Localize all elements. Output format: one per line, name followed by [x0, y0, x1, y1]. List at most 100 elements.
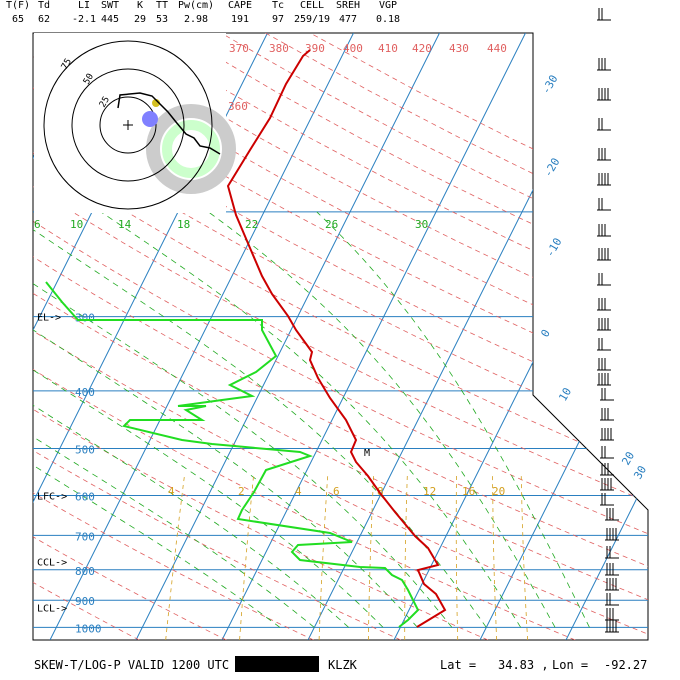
dry-adiabat [33, 33, 401, 640]
index-value: 259/19 [293, 14, 331, 25]
wind-barb [597, 58, 611, 71]
index-header: T(F) 65 Td 62 LI -2.1 SWT 445 K 29 TT 53 Pw(cm) 2.98 C… [0, 0, 680, 34]
level-marker: LFC-> [37, 492, 67, 503]
index-value: -2.1 [71, 14, 97, 25]
isotherm [652, 33, 680, 640]
index-label: CAPE [227, 0, 253, 11]
mixing-ratio-line [318, 473, 329, 640]
wind-barb [597, 198, 611, 211]
temperature-label: -20 [541, 156, 562, 180]
pressure-label: 1000 [75, 622, 102, 635]
isotherm [135, 33, 440, 640]
mixing-ratio-label: 6 [333, 485, 340, 498]
temperature-label: 10 [556, 386, 574, 404]
lat-label: Lat = [440, 658, 477, 672]
theta-label: 360 [228, 100, 248, 113]
wind-barb [597, 273, 611, 286]
temperature-label: -30 [539, 73, 560, 97]
wind-barb [605, 528, 619, 541]
wind-barb [600, 408, 614, 421]
index-6: Pw(cm) 2.98 [172, 0, 220, 26]
index-value: 53 [155, 14, 169, 25]
index-label: SWT [100, 0, 120, 11]
storm-motion-dot [142, 111, 158, 127]
dry-adiabat [42, 33, 648, 640]
dry-adiabat [33, 33, 648, 640]
dewpoint-trace [45, 281, 420, 628]
storm-motion-ring [146, 104, 236, 194]
index-value: 2.98 [183, 14, 209, 25]
index-value: 65 [11, 14, 25, 25]
mixing-ratio-line [368, 473, 375, 640]
pressure-label: 900 [75, 595, 95, 608]
index-8: Tc 97 [254, 0, 302, 26]
wind-barb [597, 358, 611, 371]
index-label: LI [77, 0, 91, 11]
index-value: 477 [338, 14, 358, 25]
hodograph-ring [99, 96, 157, 154]
index-value: 445 [100, 14, 120, 25]
parcel-marker: M [364, 448, 370, 459]
wind-barb [600, 446, 614, 459]
footer-bar: SKEW-T/LOG-P VALID 1200 UTC KLZK Lat = 3… [0, 652, 680, 680]
moist-adiabat [33, 211, 418, 628]
mixing-ratio-label: 8 [377, 485, 384, 498]
pressure-label: 300 [75, 312, 95, 325]
theta-label: 400 [343, 42, 363, 55]
temperature-label: 0 [538, 327, 553, 339]
plot-border [32, 32, 649, 641]
moist-adiabat [316, 211, 590, 628]
hodograph-ring-label: 75 [60, 57, 74, 71]
index-2: LI -2.1 [60, 0, 108, 26]
mixing-ratio-label: 12 [423, 485, 436, 498]
level-marker: LCL-> [37, 603, 67, 614]
dry-adiabat [33, 33, 648, 640]
theta-label: 380 [269, 42, 289, 55]
dry-adiabat [33, 33, 576, 640]
theta-label: 430 [449, 42, 469, 55]
index-value: 62 [37, 14, 51, 25]
wind-barb [605, 608, 619, 621]
mixing-ratio-line [492, 473, 498, 640]
index-label: T(F) [5, 0, 31, 11]
wind-barb [597, 88, 611, 101]
wind-barb [605, 620, 619, 633]
pressure-label: 400 [75, 386, 95, 399]
level-marker: CCL-> [37, 558, 67, 569]
wind-barb [597, 148, 611, 161]
hodograph-ring [71, 68, 185, 182]
dry-adiabat [33, 33, 648, 640]
plot-frame [32, 32, 649, 641]
mixing-ratio-label: 4 [168, 485, 175, 498]
wind-barb [605, 508, 619, 521]
index-label: CELL [299, 0, 325, 11]
wind-barb [605, 593, 619, 606]
index-3: SWT 445 [86, 0, 134, 26]
index-7: CAPE 191 [216, 0, 264, 26]
dry-adiabat [33, 33, 648, 640]
index-value: 97 [271, 14, 285, 25]
pressure-label: 500 [75, 443, 95, 456]
sounding-traces [45, 49, 447, 628]
hodograph-trace [117, 92, 221, 155]
theta-e-label: 30 [415, 218, 428, 231]
theta-label: 390 [305, 42, 325, 55]
temperature-label: 20 [619, 450, 637, 468]
mixing-ratio-label: 2 [238, 485, 245, 498]
moist-adiabat [208, 211, 556, 628]
wind-barb [597, 173, 611, 186]
hodograph-ring-label: 25 [98, 95, 112, 109]
dry-adiabat [33, 33, 648, 640]
temperature-trace [226, 49, 447, 628]
theta-e-label: 10 [70, 218, 83, 231]
pressure-label: 600 [75, 491, 95, 504]
wind-barb [597, 298, 611, 311]
theta-label: 370 [229, 42, 249, 55]
isotherm [565, 33, 648, 640]
theta-e-label: 26 [325, 218, 338, 231]
station-id: KLZK [328, 658, 357, 672]
mixing-ratio-line [165, 473, 186, 640]
wind-barb [605, 563, 619, 576]
index-4: K 29 [116, 0, 164, 26]
